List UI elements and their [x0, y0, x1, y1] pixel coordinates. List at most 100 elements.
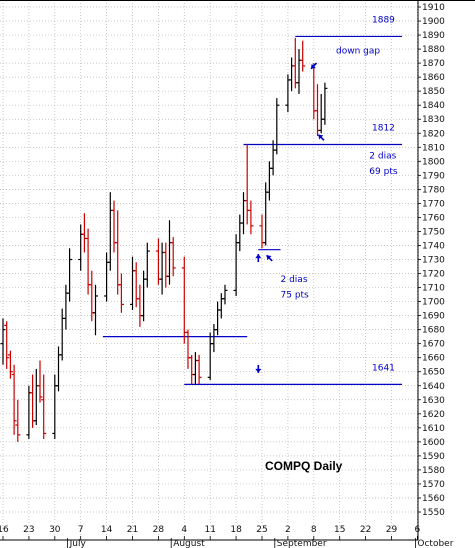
month-label: August — [173, 539, 205, 548]
y-tick-label: 1780 — [422, 185, 445, 195]
ohlc-bar — [233, 234, 239, 296]
ohlc-bar — [104, 252, 110, 302]
y-tick-label: 1830 — [422, 115, 445, 125]
x-tick-label: 15 — [334, 525, 345, 535]
y-tick-label: 1810 — [422, 143, 445, 153]
ohlc-bar — [163, 242, 169, 288]
arrow-icon — [266, 254, 273, 262]
ohlc-bar — [115, 210, 121, 295]
y-tick-label: 1650 — [422, 368, 445, 378]
ohlc-bar — [59, 308, 65, 361]
ohlc-bar — [15, 399, 21, 442]
ohlc-bar — [141, 270, 147, 322]
x-tick-label: 2 — [285, 525, 291, 535]
x-tick-label: 11 — [204, 525, 215, 535]
ohlc-bar — [52, 374, 58, 440]
chart-title: COMPQ Daily — [265, 459, 343, 473]
x-tick-label: 25 — [256, 525, 267, 535]
x-tick-label: 23 — [23, 525, 34, 535]
ohlc-bar — [159, 242, 165, 295]
ohlc-bar — [189, 354, 195, 385]
annotation-text: 2 dias — [369, 152, 396, 162]
y-tick-label: 1550 — [422, 508, 445, 518]
arrow-icon — [310, 62, 318, 70]
ohlc-bar — [118, 273, 124, 313]
x-tick-label: 30 — [49, 525, 61, 535]
y-tick-label: 1760 — [422, 213, 445, 223]
y-tick-label: 1620 — [422, 410, 445, 420]
ohlc-bar — [41, 374, 47, 440]
ohlc-bar — [89, 270, 95, 322]
y-tick-label: 1800 — [422, 157, 445, 167]
annotation-text: 75 pts — [281, 290, 310, 300]
arrow-head — [266, 255, 272, 261]
y-tick-label: 1790 — [422, 171, 445, 181]
ohlc-bar — [318, 93, 324, 134]
x-tick-label: 22 — [360, 525, 371, 535]
y-tick-label: 1840 — [422, 101, 445, 111]
x-tick-label: 6 — [415, 525, 421, 535]
ohlc-bar — [248, 200, 254, 235]
y-tick-label: 1770 — [422, 199, 445, 209]
ohlc-bar — [218, 293, 224, 319]
y-tick-label: 1590 — [422, 452, 445, 462]
ohlc-bar — [185, 329, 191, 369]
ohlc-bar — [111, 200, 117, 253]
y-tick-label: 1680 — [422, 326, 445, 336]
ohlc-bar — [93, 284, 98, 336]
ohlc-bar — [211, 324, 217, 353]
ohlc-bar — [144, 242, 150, 288]
annotation-text: 2 dias — [281, 275, 308, 285]
y-tick-label: 1560 — [422, 494, 445, 504]
arrow-icon — [255, 364, 262, 373]
arrow-icon — [255, 254, 262, 263]
y-tick-label: 1900 — [422, 17, 445, 27]
y-tick-label: 1910 — [422, 3, 445, 13]
x-tick-label: 18 — [230, 525, 242, 535]
y-tick-label: 1640 — [422, 382, 445, 392]
ohlc-bar — [67, 248, 73, 302]
y-tick-label: 1870 — [422, 59, 445, 69]
ohlc-bar — [244, 144, 250, 225]
arrow-icon — [317, 134, 325, 141]
y-tick-label: 1860 — [422, 73, 445, 83]
annotations: down gap 2 dias 69 pts 2 dias 75 pts — [255, 46, 398, 373]
ohlc-bar — [207, 332, 213, 381]
ohlc-bar — [33, 368, 39, 426]
ohlc-bar — [237, 214, 243, 252]
price-bars — [0, 37, 328, 442]
y-tick-label: 1570 — [422, 480, 445, 490]
ohlc-bar — [215, 301, 221, 336]
ohlc-bar — [167, 220, 172, 285]
ohlc-bar — [192, 352, 198, 385]
level-label: 1641 — [372, 363, 395, 373]
month-label: July — [69, 539, 87, 548]
x-tick-label: 29 — [386, 525, 398, 535]
ohlc-bar — [130, 256, 135, 310]
ohlc-bar — [30, 374, 36, 428]
y-tick-label: 1710 — [422, 284, 445, 294]
y-tick-label: 1670 — [422, 340, 445, 350]
month-label: September — [277, 539, 327, 548]
y-tick-label: 1880 — [422, 45, 445, 55]
level-label: 1889 — [372, 15, 395, 25]
y-tick-label: 1720 — [422, 270, 445, 280]
ohlc-bar — [137, 284, 143, 327]
annotation-text: 69 pts — [369, 167, 398, 177]
ohlc-bar — [181, 256, 187, 344]
y-tick-label: 1700 — [422, 298, 445, 308]
grid — [0, 0, 418, 540]
ohlc-bar — [322, 82, 328, 125]
x-tick-label: 14 — [101, 525, 113, 535]
ohlc-bar — [266, 161, 272, 201]
ohlc-bar — [4, 321, 10, 369]
x-tick-label: 21 — [127, 525, 138, 535]
ohlc-bar — [133, 262, 139, 308]
level-label: 1812 — [372, 123, 395, 133]
ohlc-bar — [37, 360, 43, 403]
x-tick-label: 16 — [0, 525, 9, 535]
annotation-text: down gap — [336, 46, 380, 56]
arrow-head — [255, 254, 262, 259]
ohlc-bar — [196, 354, 202, 385]
